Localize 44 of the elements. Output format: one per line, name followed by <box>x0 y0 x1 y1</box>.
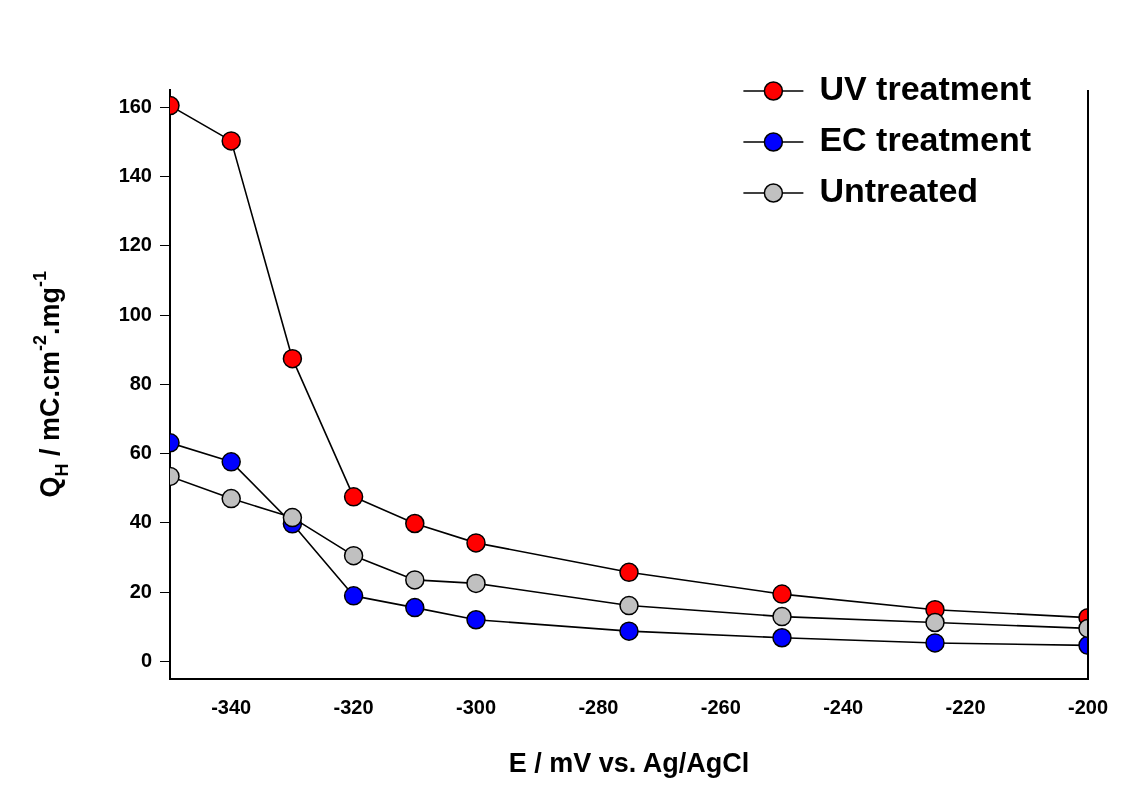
x-tick-label: -260 <box>700 696 741 719</box>
x-axis-title: E / mV vs. Ag/AgCl <box>508 748 750 779</box>
point <box>925 612 945 633</box>
y-tick-label: 0 <box>140 648 152 671</box>
y-tick-label: 60 <box>129 441 152 464</box>
y-tick-label: 100 <box>118 302 152 325</box>
point <box>282 507 303 528</box>
point <box>466 573 486 594</box>
x-tick-label: -320 <box>333 696 374 719</box>
legend-label: EC treatment <box>819 120 1032 159</box>
point <box>282 348 303 369</box>
point <box>772 606 792 627</box>
x-tick-label: -340 <box>211 696 252 719</box>
x-tick-label: -220 <box>945 696 986 719</box>
point <box>772 584 792 604</box>
y-tick-label: 120 <box>118 233 152 256</box>
point <box>466 533 486 553</box>
point <box>619 621 639 641</box>
point <box>221 488 241 509</box>
point <box>405 513 425 534</box>
legend-label: UV treatment <box>819 69 1032 108</box>
point <box>343 586 364 606</box>
x-tick-label: -280 <box>578 696 619 719</box>
x-tick-label: -300 <box>455 696 497 719</box>
point <box>619 562 639 583</box>
y-axis-title: QH / mC.cm-2.mg-1 <box>30 271 72 498</box>
point <box>343 545 364 566</box>
point <box>221 452 241 472</box>
y-tick-label: 80 <box>129 371 152 394</box>
point <box>221 131 241 151</box>
point <box>405 570 425 590</box>
y-tick-label: 40 <box>129 510 152 533</box>
legend-label: Untreated <box>819 171 979 210</box>
y-tick-label: 160 <box>118 94 152 117</box>
point <box>772 627 792 648</box>
x-tick-label: -240 <box>823 696 864 719</box>
y-tick-label: 20 <box>129 579 152 602</box>
x-tick-label: -200 <box>1067 696 1109 719</box>
point <box>343 487 364 507</box>
point <box>619 595 639 616</box>
point <box>466 609 486 630</box>
point <box>405 597 425 618</box>
y-tick-label: 140 <box>118 164 152 187</box>
point <box>925 633 945 653</box>
